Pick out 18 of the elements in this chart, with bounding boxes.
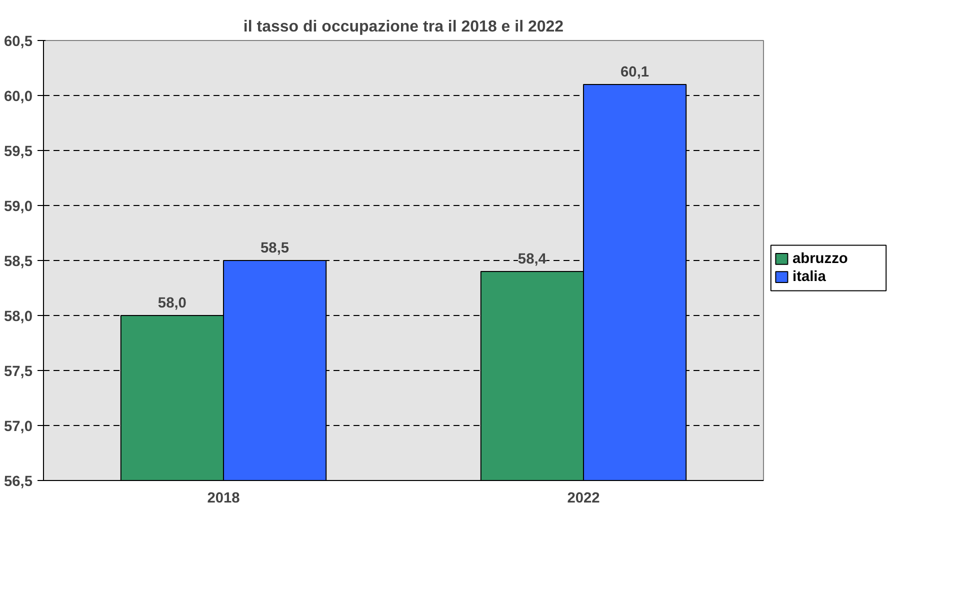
data-label: 60,1 [620, 64, 650, 80]
x-tick-label: 2018 [207, 490, 240, 506]
y-tick-label: 58,5 [4, 254, 33, 270]
legend-label: italia [792, 269, 827, 286]
y-tick-label: 59,5 [4, 144, 33, 160]
y-tick-label: 58,0 [4, 309, 33, 325]
y-tick-label: 59,0 [4, 199, 33, 215]
data-label: 58,4 [518, 252, 548, 268]
data-label: 58,5 [260, 240, 290, 256]
y-tick-label: 60,5 [4, 34, 33, 50]
data-label: 58,0 [158, 296, 186, 312]
x-tick-label: 2022 [567, 490, 600, 506]
legend-label: abruzzo [792, 250, 848, 267]
y-tick-label: 56,5 [4, 474, 33, 490]
y-tick-label: 57,0 [4, 419, 33, 435]
y-tick-label: 57,5 [4, 364, 33, 380]
y-tick-label: 60,0 [4, 89, 33, 105]
chart-title: il tasso di occupazione tra il 2018 e il 2022 [243, 18, 564, 36]
